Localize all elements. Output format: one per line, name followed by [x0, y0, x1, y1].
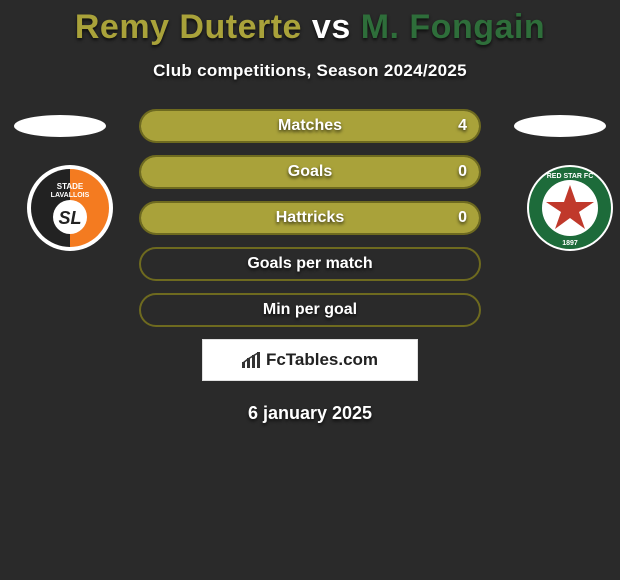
svg-text:LAVALLOIS: LAVALLOIS: [51, 192, 90, 199]
vs-text: vs: [312, 8, 351, 46]
stat-value-right: 0: [458, 163, 467, 181]
player1-photo-placeholder: [14, 115, 106, 137]
stat-label: Min per goal: [263, 301, 357, 319]
player2-photo-placeholder: [514, 115, 606, 137]
stat-value-right: 4: [458, 117, 467, 135]
stat-label: Matches: [278, 117, 342, 135]
svg-text:1897: 1897: [562, 240, 578, 247]
stat-row: Min per goal: [139, 293, 481, 327]
chart-icon: [242, 352, 262, 368]
svg-text:SL: SL: [58, 208, 81, 228]
svg-text:RED STAR FC: RED STAR FC: [547, 173, 594, 180]
brand-box: FcTables.com: [202, 339, 418, 381]
club-logo-left: STADE LAVALLOIS SL: [20, 163, 120, 253]
comparison-area: STADE LAVALLOIS SL RED STAR FC 1897 Matc…: [0, 109, 620, 327]
player1-name: Remy Duterte: [75, 8, 302, 46]
brand-text: FcTables.com: [242, 350, 378, 370]
player2-name: M. Fongain: [361, 8, 545, 46]
page-title: Remy Duterte vs M. Fongain: [0, 0, 620, 47]
stat-row: Hattricks 0: [139, 201, 481, 235]
stat-pills: Matches 4 Goals 0 Hattricks 0 Goals per match M…: [139, 109, 481, 327]
stat-row: Matches 4: [139, 109, 481, 143]
stat-row: Goals 0: [139, 155, 481, 189]
stat-value-right: 0: [458, 209, 467, 227]
stat-label: Goals per match: [247, 255, 372, 273]
svg-text:STADE: STADE: [57, 182, 84, 191]
date-text: 6 january 2025: [0, 403, 620, 424]
stat-row: Goals per match: [139, 247, 481, 281]
brand-label: FcTables.com: [266, 350, 378, 370]
club-logo-right: RED STAR FC 1897: [520, 163, 620, 253]
subtitle: Club competitions, Season 2024/2025: [0, 61, 620, 81]
stat-label: Goals: [288, 163, 332, 181]
stat-label: Hattricks: [276, 209, 344, 227]
